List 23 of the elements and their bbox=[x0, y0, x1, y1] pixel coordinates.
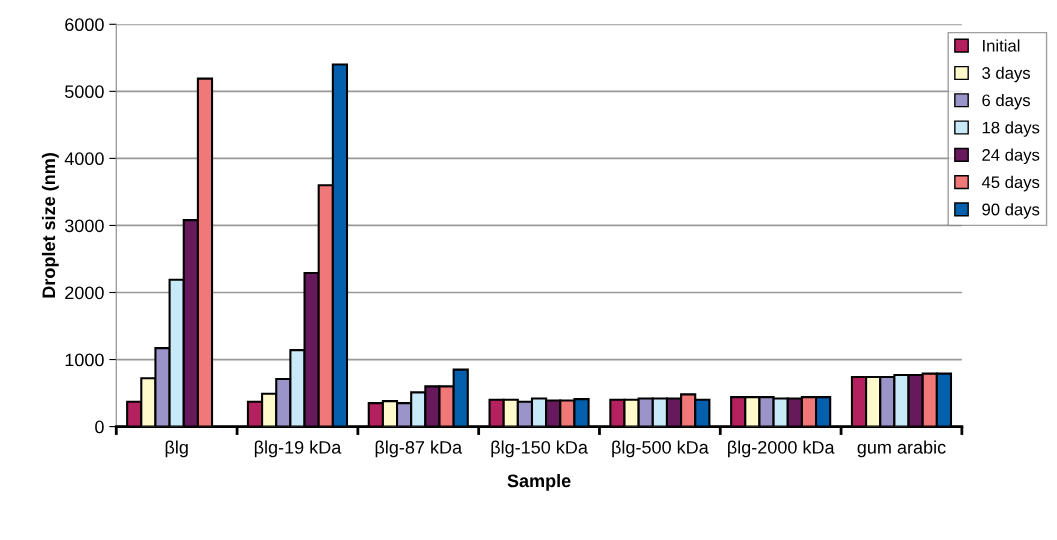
x-axis-title: Sample bbox=[507, 473, 571, 491]
legend-label: 18 days bbox=[982, 121, 1040, 137]
x-tick-label: βlg-150 kDa bbox=[491, 440, 588, 458]
y-axis-title: Droplet size (nm) bbox=[41, 153, 59, 298]
legend-label: 3 days bbox=[982, 66, 1031, 83]
legend-label: 45 days bbox=[981, 175, 1040, 192]
y-tick-label: 6000 bbox=[65, 18, 104, 32]
x-tick-label: βlg bbox=[165, 440, 188, 458]
x-tick-label: βlg-87 kDa bbox=[375, 440, 463, 458]
y-tick-label: 0 bbox=[95, 420, 104, 434]
legend-label: 6 days bbox=[982, 93, 1031, 110]
x-tick-label: βlg-500 kDa bbox=[612, 440, 709, 458]
y-tick-label: 3000 bbox=[64, 219, 104, 233]
y-tick-label: 2000 bbox=[65, 286, 104, 300]
y-tick-label: 4000 bbox=[64, 152, 104, 166]
x-tick-label: gum arabic bbox=[857, 440, 946, 458]
x-tick-label: βlg-2000 kDa bbox=[728, 440, 835, 458]
y-tick-label: 1000 bbox=[65, 353, 104, 367]
legend-label: 24 days bbox=[982, 148, 1040, 165]
legend-label: 90 days bbox=[982, 203, 1040, 219]
legend-label: Initial bbox=[983, 39, 1020, 52]
y-tick-label: 5000 bbox=[65, 85, 104, 99]
x-tick-label: βlg-19 kDa bbox=[254, 440, 342, 458]
